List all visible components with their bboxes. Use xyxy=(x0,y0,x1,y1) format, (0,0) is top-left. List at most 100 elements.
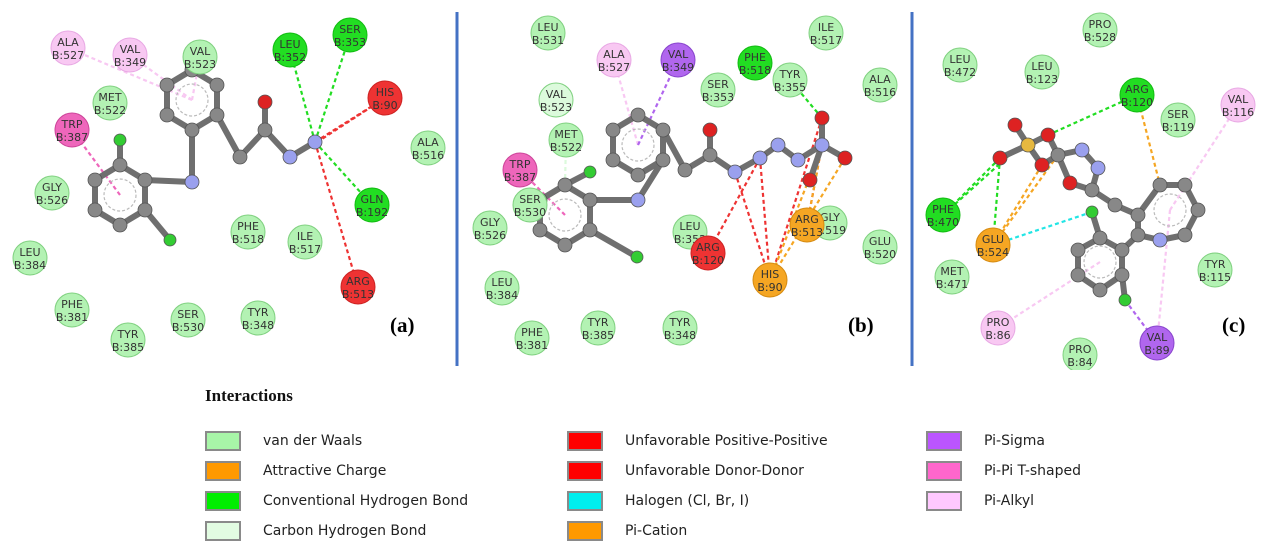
atom-o xyxy=(837,150,853,166)
atom-c xyxy=(1070,242,1086,258)
panel-b: LEUB:531ILEB:517ALAB:527VALB:349PHEB:518… xyxy=(472,15,898,356)
atom-n xyxy=(770,137,786,153)
residue-disc xyxy=(410,130,446,166)
residue-disc xyxy=(772,62,808,98)
residue-id: B:520 xyxy=(864,248,896,261)
residue-id: B:353 xyxy=(334,36,366,49)
residue-name: TYR xyxy=(246,306,268,319)
residue-disc xyxy=(92,85,128,121)
interaction-line-pi-alkyl xyxy=(67,46,193,102)
residue-name: LEU xyxy=(19,246,40,259)
interaction-line-pi-alkyl xyxy=(1155,209,1172,344)
aromatic-ring xyxy=(548,198,582,232)
residue-id: B:522 xyxy=(94,104,126,117)
atom-c xyxy=(232,149,248,165)
legend-item-unfavorable-donor-donor: Unfavorable Donor-Donor xyxy=(567,456,828,486)
atom-n xyxy=(282,149,298,165)
residue-disc xyxy=(240,300,276,336)
residue-disc xyxy=(170,302,206,338)
residue-id: B:523 xyxy=(184,58,216,71)
interaction-line-unfav-pos xyxy=(313,141,360,288)
legend-label: Carbon Hydrogen Bond xyxy=(263,523,427,539)
residue-id: B:120 xyxy=(1121,96,1153,109)
atom-c xyxy=(159,77,175,93)
legend-swatch xyxy=(205,491,241,511)
legend-item-pi-cation: Pi-Cation xyxy=(567,516,828,546)
legend-label: Unfavorable Donor-Donor xyxy=(625,463,804,479)
residue-id: B:530 xyxy=(172,321,204,334)
residue-id: B:120 xyxy=(692,254,724,267)
residue-name: ALA xyxy=(417,136,439,149)
legend-swatch xyxy=(567,521,603,541)
residue-id: B:90 xyxy=(372,99,397,112)
residue-id: B:385 xyxy=(582,329,614,342)
residue-disc xyxy=(530,15,566,51)
interaction-line-hbond xyxy=(1047,93,1138,137)
residue-disc xyxy=(367,80,403,116)
residue-disc xyxy=(942,47,978,83)
atom-s xyxy=(1020,137,1036,153)
residue-id: B:531 xyxy=(532,34,564,47)
atom-n xyxy=(630,192,646,208)
atom-c xyxy=(1070,267,1086,283)
residue-id: B:513 xyxy=(791,226,823,239)
residue-disc xyxy=(354,187,390,223)
interaction-line-pi-pi-t xyxy=(519,169,566,216)
residue-disc xyxy=(596,42,632,78)
atom-n xyxy=(307,134,323,150)
residue-disc xyxy=(538,82,574,118)
legend-label: Conventional Hydrogen Bond xyxy=(263,493,469,509)
panel-label-a: (a) xyxy=(390,313,415,337)
residue-id: B:116 xyxy=(1222,106,1254,119)
residue-name: TYR xyxy=(778,68,800,81)
residue-disc xyxy=(34,175,70,211)
legend-item-unfavorable-positive-positive: Unfavorable Positive-Positive xyxy=(567,426,828,456)
residue-id: B:517 xyxy=(810,34,842,47)
residue-id: B:516 xyxy=(412,149,444,162)
atom-o xyxy=(1062,175,1078,191)
bond xyxy=(142,177,195,185)
legend-column-3: Pi-Sigma Pi-Pi T-shaped Pi-Alkyl xyxy=(926,426,1081,516)
residue-disc xyxy=(484,270,520,306)
residue-name: HIS xyxy=(376,86,395,99)
residue-id: B:349 xyxy=(114,56,146,69)
residue-id: B:527 xyxy=(52,49,84,62)
atom-n xyxy=(814,137,830,153)
residue-disc xyxy=(548,122,584,158)
atom-c xyxy=(1152,177,1168,193)
atom-c xyxy=(605,152,621,168)
legend-label: van der Waals xyxy=(263,433,363,449)
residue-disc xyxy=(272,32,308,68)
atom-c xyxy=(1177,177,1193,193)
atom-c xyxy=(1050,147,1066,163)
residue-name: ARG xyxy=(1125,83,1149,96)
atom-cl xyxy=(113,133,127,147)
residue-disc xyxy=(1220,87,1256,123)
residue-name: GLU xyxy=(869,235,891,248)
residue-id: B:518 xyxy=(232,233,264,246)
residue-disc xyxy=(975,227,1011,263)
residue-name: GLY xyxy=(480,216,500,229)
residue-name: SER xyxy=(177,308,199,321)
atom-n xyxy=(727,164,743,180)
legend-item-carbon-hydrogen-bond: Carbon Hydrogen Bond xyxy=(205,516,468,546)
legend-item-attractive-charge: Attractive Charge xyxy=(205,456,468,486)
